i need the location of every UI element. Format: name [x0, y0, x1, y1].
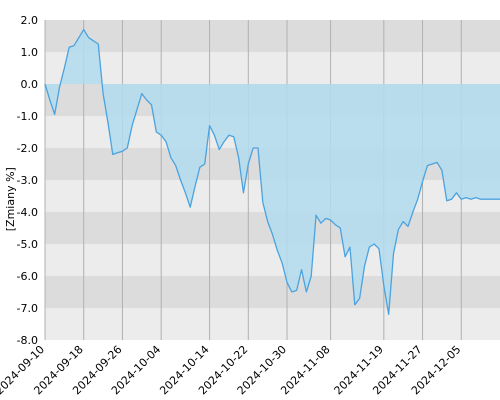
- grid-band: [45, 52, 500, 84]
- grid-band: [45, 308, 500, 340]
- y-axis-ticks: 2.0 1.0 0.0 -1.0 -2.0 -3.0 -4.0 -5.0 -6.0 -7.0 -8.…: [17, 14, 38, 347]
- grid-band: [45, 244, 500, 276]
- y-tick-label: -6.0: [17, 270, 38, 283]
- grid-band: [45, 20, 500, 52]
- y-tick-label: 1.0: [21, 46, 39, 59]
- y-tick-label: 2.0: [21, 14, 39, 27]
- y-tick-label: -2.0: [17, 142, 38, 155]
- y-tick-label: -4.0: [17, 206, 38, 219]
- y-tick-label: -5.0: [17, 238, 38, 251]
- line-layer: [44, 28, 500, 316]
- grid-band: [45, 276, 500, 308]
- series-area: [45, 29, 500, 315]
- y-tick-label: -7.0: [17, 302, 38, 315]
- y-tick-label: -1.0: [17, 110, 38, 123]
- y-tick-label: -3.0: [17, 174, 38, 187]
- x-axis-ticks: 2024-09-102024-09-182024-09-262024-10-04…: [0, 343, 463, 397]
- area-layer: [45, 29, 500, 315]
- y-tick-label: 0.0: [21, 78, 39, 91]
- series-line: [44, 28, 500, 316]
- y-axis-label: [Zmiany %]: [4, 167, 17, 231]
- y-tick-label: -8.0: [17, 334, 38, 347]
